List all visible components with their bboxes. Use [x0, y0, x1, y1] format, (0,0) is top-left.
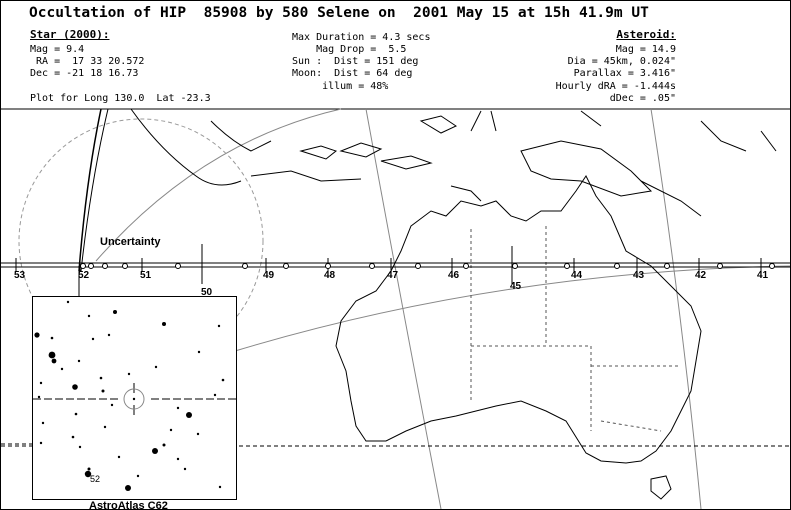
asteroid-heading: Asteroid: — [616, 28, 676, 41]
limb-line — [78, 108, 102, 272]
parallel-arc — [95, 108, 342, 262]
star-heading: Star (2000): — [30, 28, 110, 41]
moon-distance: Moon: Dist = 64 deg — [292, 68, 413, 79]
max-duration: Max Duration = 4.3 secs — [292, 32, 431, 43]
path-tick-label: 53 — [14, 270, 26, 281]
asteroid-mag: Mag = 14.9 — [615, 44, 676, 55]
path-tick-label: 41 — [757, 270, 769, 281]
star-field — [33, 300, 236, 491]
path-tick-label: 48 — [324, 270, 336, 281]
meridian-line — [365, 108, 442, 509]
inset-caption: AstroAtlas C62 — [89, 500, 168, 510]
moon-illumination: illum = 48% — [292, 81, 389, 92]
star-chart-inset: 52 — [32, 296, 237, 500]
mag-drop: Mag Drop = 5.5 — [292, 44, 407, 55]
path-tick-label: 50 — [201, 287, 213, 298]
page-title: Occultation of HIP 85908 by 580 Selene o… — [29, 5, 649, 21]
path-tick-label: 42 — [695, 270, 707, 281]
path-markers — [80, 263, 775, 269]
plot-location: Plot for Long 130.0 Lat -23.3 — [30, 93, 211, 104]
asteroid-parallax: Parallax = 3.416" — [573, 68, 676, 79]
path-tick-label: 46 — [448, 270, 460, 281]
path-tick-label: 52 — [78, 270, 90, 281]
asteroid-ddec: dDec = .05" — [609, 93, 676, 104]
meridian-line — [650, 108, 702, 509]
target-star-ring — [123, 388, 145, 410]
star-label: 52 — [90, 474, 101, 484]
path-tick-label: 51 — [140, 270, 152, 281]
state-borders — [470, 226, 681, 432]
asteroid-hourly-dra: Hourly dRA = -1.444s — [555, 81, 676, 92]
field-stars — [34, 300, 225, 491]
path-tick-label: 47 — [387, 270, 399, 281]
star-ra: RA = 17 33 20.572 — [30, 56, 145, 67]
limb-line — [80, 108, 109, 272]
path-tick-label: 43 — [633, 270, 645, 281]
path-tick-label: 44 — [571, 270, 583, 281]
coastline-tasmania — [650, 475, 672, 500]
coastline-indonesia — [130, 108, 777, 217]
sun-distance: Sun : Dist = 151 deg — [292, 56, 419, 67]
parallel-arc — [234, 265, 790, 352]
star-dec: Dec = -21 18 16.73 — [30, 68, 139, 79]
uncertainty-label: Uncertainty — [100, 236, 161, 248]
asteroid-diameter: Dia = 45km, 0.024" — [567, 56, 676, 67]
coastline-australia — [335, 175, 702, 464]
star-mag: Mag = 9.4 — [30, 44, 85, 55]
path-tick-label: 45 — [510, 281, 522, 292]
path-tick-label: 49 — [263, 270, 275, 281]
